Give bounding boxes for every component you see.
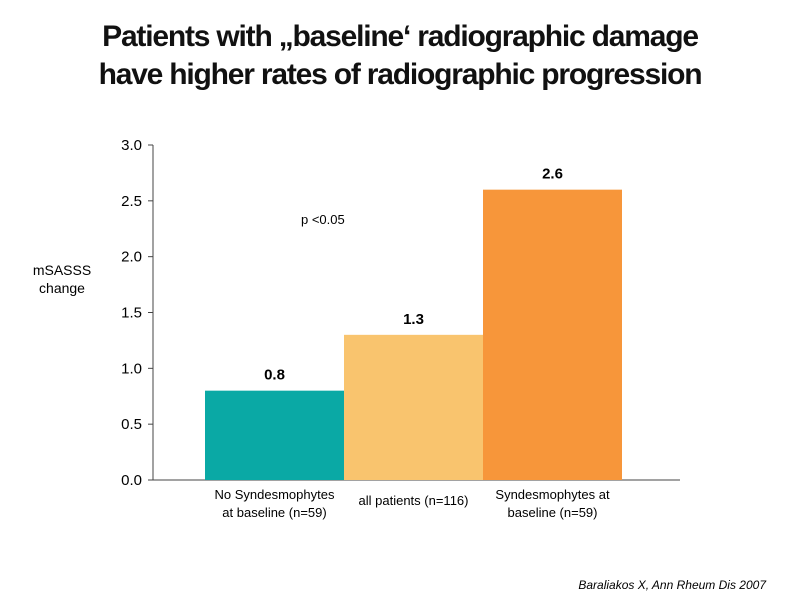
y-axis-label: mSASSS change — [22, 261, 102, 297]
category-label: Syndesmophytes at baseline (n=59) — [495, 487, 610, 520]
category-label-line: at baseline (n=59) — [222, 505, 326, 520]
bar-value-label: 2.6 — [542, 166, 563, 183]
chart-title: Patients with „baseline‘ radiographic da… — [0, 18, 800, 94]
bar-1 — [205, 390, 344, 480]
category-label: all patients (n=116) — [359, 493, 469, 508]
bar-value-label: 0.8 — [264, 367, 285, 384]
y-tick-label: 0.0 — [121, 472, 142, 489]
y-tick-label: 2.5 — [121, 193, 142, 210]
category-label-line: Syndesmophytes at — [495, 487, 610, 502]
y-tick-label: 3.0 — [121, 137, 142, 154]
y-axis-label-line-2: change — [39, 280, 85, 296]
chart-title-line-2: have higher rates of radiographic progre… — [98, 58, 703, 91]
source-citation: Baraliakos X, Ann Rheum Dis 2007 — [578, 578, 766, 592]
category-label-line: baseline (n=59) — [508, 505, 598, 520]
category-label: No Syndesmophytes at baseline (n=59) — [215, 487, 335, 520]
y-tick-label: 1.0 — [121, 360, 142, 377]
bar-3 — [483, 189, 622, 480]
bar-value-label: 1.3 — [403, 311, 424, 328]
y-tick-label: 2.0 — [121, 249, 142, 266]
p-value-annotation: p <0.05 — [301, 212, 345, 227]
y-axis-label-line-1: mSASSS — [32, 262, 92, 278]
y-tick-label: 0.5 — [121, 416, 142, 433]
y-tick-label: 1.5 — [121, 305, 142, 322]
category-label-line: No Syndesmophytes — [215, 487, 335, 502]
bar-2 — [344, 334, 483, 480]
category-label-line: all patients (n=116) — [359, 493, 469, 508]
chart-title-line-1: Patients with „baseline‘ radiographic da… — [102, 20, 699, 53]
